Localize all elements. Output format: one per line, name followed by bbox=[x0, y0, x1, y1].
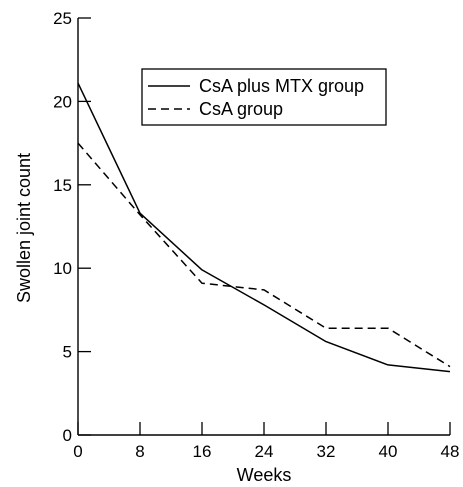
x-tick-label: 0 bbox=[73, 442, 82, 461]
x-tick-label: 32 bbox=[317, 442, 336, 461]
x-tick-label: 40 bbox=[379, 442, 398, 461]
series-line-csa-plus-mtx bbox=[77, 82, 451, 373]
x-axis-title: Weeks bbox=[237, 465, 292, 485]
y-tick-label: 25 bbox=[53, 9, 72, 28]
x-tick-label: 48 bbox=[441, 442, 460, 461]
y-tick-label: 0 bbox=[63, 426, 72, 445]
y-tick-label: 15 bbox=[53, 176, 72, 195]
legend-box bbox=[141, 68, 387, 126]
series-line-csa bbox=[77, 142, 451, 368]
y-tick-label: 5 bbox=[63, 343, 72, 362]
ticks: 0 5 10 15 20 25 0 8 16 24 32 40 48 bbox=[53, 9, 459, 461]
x-tick-label: 8 bbox=[135, 442, 144, 461]
legend: CsA plus MTX group CsA group bbox=[141, 68, 387, 126]
legend-label-csa: CsA group bbox=[199, 99, 283, 119]
y-tick-label: 20 bbox=[53, 92, 72, 111]
y-tick-label: 10 bbox=[53, 259, 72, 278]
x-tick-label: 16 bbox=[193, 442, 212, 461]
y-axis-title: Swollen joint count bbox=[14, 153, 34, 303]
legend-label-csa-mtx: CsA plus MTX group bbox=[199, 76, 364, 96]
x-tick-label: 24 bbox=[255, 442, 274, 461]
series-lines bbox=[77, 82, 451, 373]
